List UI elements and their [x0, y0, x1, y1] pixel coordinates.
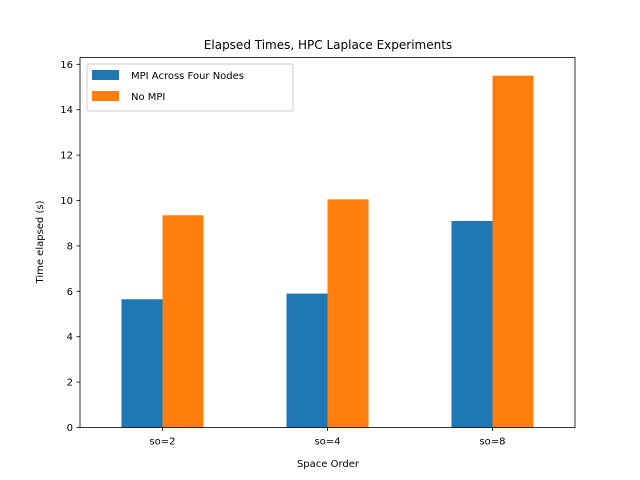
x-tick-label: so=4	[314, 437, 340, 448]
y-tick-label: 10	[60, 196, 73, 207]
bar-mpi-so2	[121, 299, 163, 428]
legend-label: MPI Across Four Nodes	[131, 71, 244, 82]
bar-mpi-so4	[286, 293, 328, 428]
plot-frame	[79, 57, 576, 428]
bar-no-mpi-so2	[162, 215, 204, 428]
x-tick-label: so=2	[149, 437, 175, 448]
x-tick-label: so=8	[479, 437, 505, 448]
legend: MPI Across Four Nodes No MPI	[86, 63, 294, 112]
legend-swatch	[92, 91, 119, 101]
y-tick-label: 14	[60, 105, 73, 116]
y-tick-label: 8	[67, 241, 73, 252]
bars	[121, 75, 534, 428]
y-tick-label: 4	[67, 332, 73, 343]
y-tick-label: 6	[67, 287, 73, 298]
y-tick-label: 0	[67, 423, 73, 434]
y-tick-label: 2	[67, 378, 73, 389]
chart-title: Elapsed Times, HPC Laplace Experiments	[204, 38, 452, 52]
y-tick-label: 16	[60, 60, 73, 71]
legend-swatch	[92, 70, 119, 80]
y-tick-label: 12	[60, 151, 73, 162]
x-axis: so=2 so=4 so=8	[149, 427, 506, 448]
bar-no-mpi-so4	[327, 199, 369, 428]
legend-label: No MPI	[131, 92, 165, 103]
bar-no-mpi-so8	[492, 75, 534, 428]
y-axis-label: Time elapsed (s)	[35, 200, 46, 284]
legend-frame	[86, 63, 294, 112]
y-axis: 0 2 4 6 8 10 12 14 16	[60, 60, 80, 434]
x-axis-label: Space Order	[297, 459, 360, 470]
bar-mpi-so8	[451, 220, 493, 428]
